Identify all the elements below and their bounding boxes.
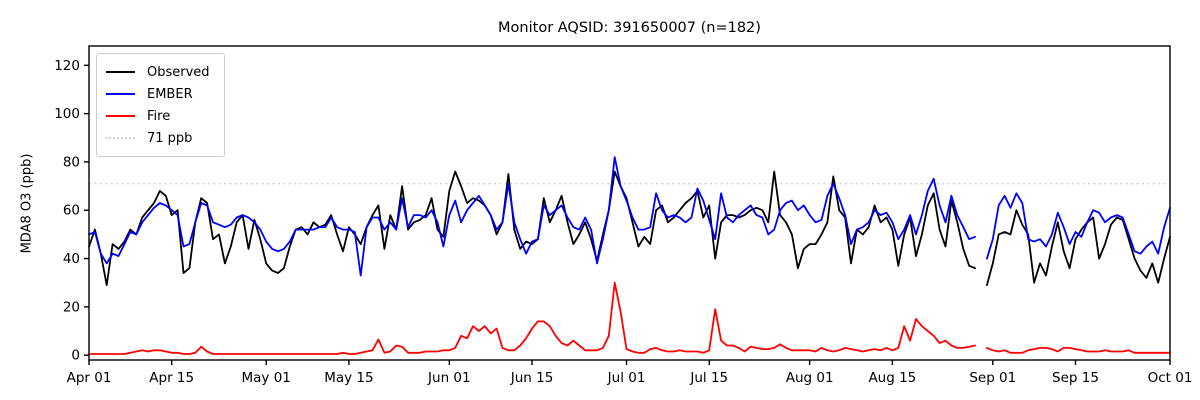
x-tick-label: May 15: [324, 370, 373, 386]
series-fire-line: [88, 281, 1171, 355]
chart-title: Monitor AQSID: 391650007 (n=182): [498, 20, 761, 36]
series-observed-line: [88, 170, 1171, 286]
y-tick-label: 120: [54, 58, 80, 74]
legend-item-fire: Fire: [106, 105, 210, 127]
x-tick-label: Oct 01: [1148, 370, 1193, 386]
x-tick-label: Aug 15: [868, 370, 916, 386]
x-tick-label: Sep 01: [969, 370, 1016, 386]
x-tick-label: Jun 01: [427, 370, 471, 386]
legend: Observed EMBER Fire 71 ppb: [96, 53, 225, 157]
legend-label: Fire: [147, 108, 171, 124]
x-tick-label: Aug 01: [786, 370, 834, 386]
legend-line-sample: [106, 93, 135, 95]
legend-item-ember: EMBER: [106, 83, 210, 105]
x-tick-label: Jul 01: [607, 370, 646, 386]
y-tick-label: 0: [71, 348, 80, 364]
plot-frame: [88, 45, 1171, 361]
x-tick-label: Apr 15: [149, 370, 194, 386]
legend-item-71-ppb: 71 ppb: [106, 127, 210, 149]
legend-item-observed: Observed: [106, 61, 210, 83]
x-tick-label: May 01: [242, 370, 291, 386]
x-tick-label: Jun 15: [510, 370, 554, 386]
series-ember-line: [88, 156, 1171, 277]
y-tick-label: 20: [63, 299, 80, 315]
x-tick-label: Sep 15: [1052, 370, 1099, 386]
legend-label: 71 ppb: [147, 130, 193, 146]
legend-line-sample: [106, 71, 135, 73]
y-tick-label: 100: [54, 106, 80, 122]
x-tick-label: Jul 15: [689, 370, 728, 386]
legend-line-sample: [106, 137, 135, 139]
y-tick-label: 40: [63, 251, 80, 267]
y-tick-label: 60: [63, 203, 80, 219]
y-axis-label: MDA8 O3 (ppb): [19, 153, 35, 254]
legend-line-sample: [106, 115, 135, 117]
legend-label: Observed: [147, 64, 210, 80]
y-tick-label: 80: [63, 154, 80, 170]
legend-label: EMBER: [147, 86, 193, 102]
x-tick-label: Apr 01: [67, 370, 112, 386]
